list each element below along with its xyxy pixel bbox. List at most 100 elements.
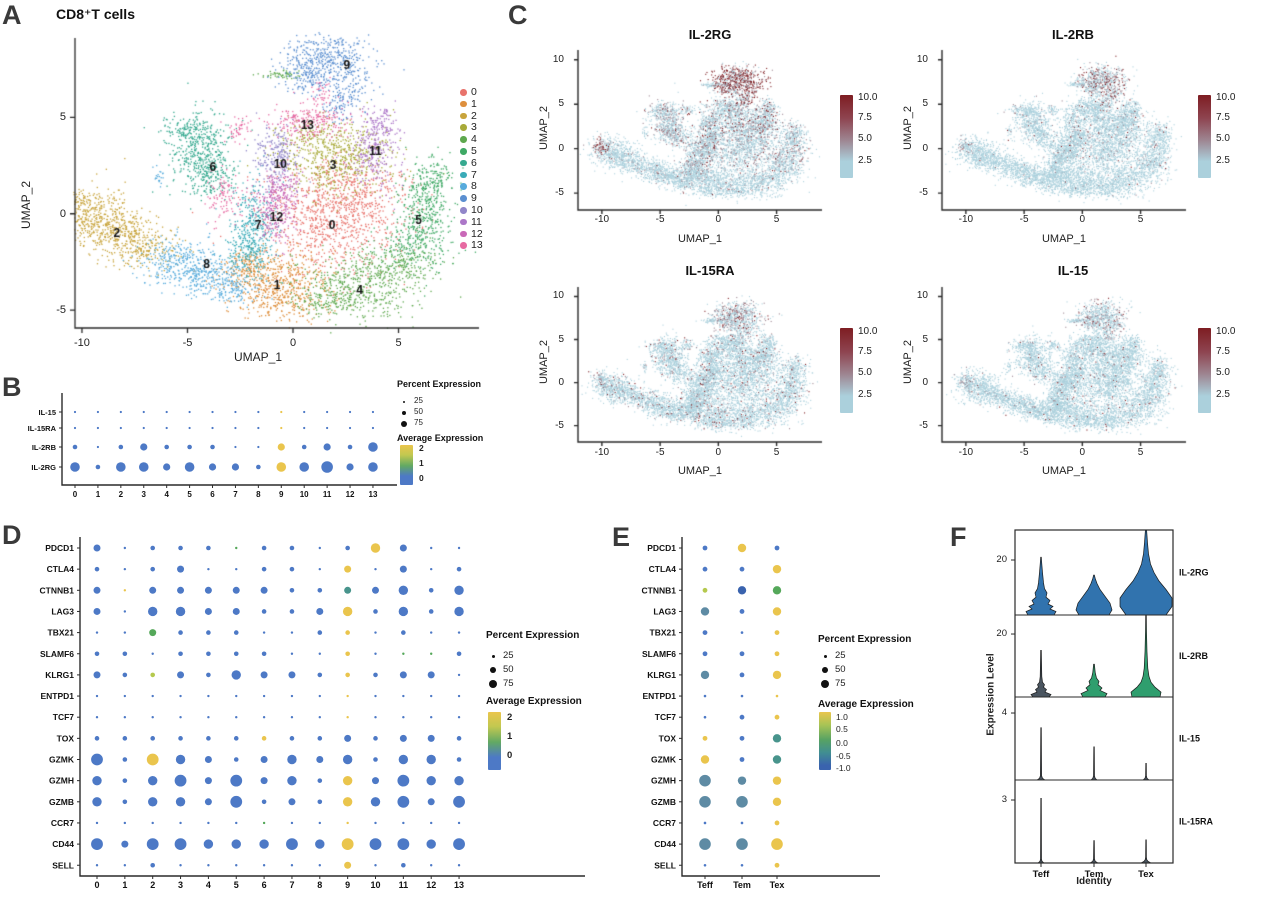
svg-text:3: 3 [142, 490, 147, 499]
svg-text:4: 4 [206, 880, 211, 890]
svg-text:GZMB: GZMB [651, 797, 676, 807]
svg-text:IL-15: IL-15 [1179, 734, 1200, 744]
svg-text:SELL: SELL [52, 860, 74, 870]
violin-y-tick: 4 [1001, 707, 1007, 719]
feature-colorbar-tick: 5.0 [858, 367, 872, 379]
svg-text:11: 11 [399, 880, 409, 890]
cluster-legend-label: 6 [471, 156, 477, 169]
cluster-legend-swatch [460, 112, 467, 120]
percent-legend-value: 25 [414, 396, 423, 405]
feature-xlabel: UMAP_1 [677, 233, 723, 245]
percent-legend-value: 75 [503, 678, 514, 689]
svg-text:0: 0 [73, 490, 78, 499]
violin-y-tick: 20 [996, 628, 1007, 640]
percent-legend-dot [402, 400, 406, 404]
feature-colorbar-tick: 5.0 [1216, 133, 1230, 145]
feature-canvas-IL-15RA [570, 283, 830, 448]
avg-colorbar-e-tick: 0.5 [836, 724, 848, 735]
feature-colorbar-tick: 2.5 [858, 154, 872, 166]
feature-x-tick: 0 [1079, 447, 1086, 458]
svg-text:12: 12 [426, 880, 436, 890]
feature-y-tick: 10 [916, 53, 928, 65]
avg-colorbar-d-tick: 2 [507, 711, 513, 723]
legend-d-percent-title: Percent Expression [486, 630, 580, 641]
svg-text:LAG3: LAG3 [653, 606, 676, 616]
avg-colorbar-d-tick: 1 [507, 730, 513, 742]
feature-x-tick: -10 [958, 214, 974, 225]
feature-colorbar-tick: 10.0 [1216, 92, 1236, 104]
svg-text:GZMK: GZMK [49, 755, 75, 765]
panel-label-c: C [508, 0, 528, 30]
percent-legend-dot [491, 654, 495, 658]
feature-x-tick: 0 [715, 447, 722, 458]
violin-xlabel: Identity [1076, 876, 1112, 887]
cluster-legend-label: 11 [471, 215, 482, 228]
avg-colorbar-e [819, 712, 831, 770]
svg-text:Tex: Tex [770, 880, 785, 890]
legend-b-percent-title: Percent Expression [397, 379, 482, 389]
cluster-legend-swatch [460, 183, 467, 190]
feature-x-tick: -5 [655, 214, 665, 225]
svg-text:9: 9 [279, 490, 284, 499]
feature-colorbar [1198, 95, 1211, 178]
svg-text:13: 13 [454, 880, 464, 890]
feature-x-tick: 0 [715, 214, 722, 225]
avg-colorbar-b [400, 445, 413, 485]
svg-text:ENTPD1: ENTPD1 [642, 691, 676, 701]
svg-text:3: 3 [178, 880, 183, 890]
feature-x-tick: 0 [1079, 214, 1086, 225]
svg-text:GZMH: GZMH [49, 776, 74, 786]
svg-text:8: 8 [317, 880, 322, 890]
percent-legend-dot [490, 667, 496, 673]
avg-colorbar-d [488, 712, 501, 770]
feature-y-tick: 0 [922, 142, 928, 154]
percent-legend-dot [400, 420, 408, 428]
svg-text:SLAMF6: SLAMF6 [642, 649, 676, 659]
violin-y-tick: 20 [996, 554, 1007, 565]
cluster-legend-label: 10 [471, 204, 483, 216]
umap-a-x-tick: -10 [74, 337, 90, 349]
svg-text:SELL: SELL [654, 860, 676, 870]
cluster-legend-swatch [460, 218, 467, 226]
cluster-legend-swatch [460, 171, 467, 179]
umap-a-y-tick: 5 [59, 111, 66, 124]
svg-text:CTLA4: CTLA4 [47, 564, 75, 574]
svg-text:TBX21: TBX21 [650, 628, 677, 638]
cluster-legend-label: 12 [471, 227, 483, 240]
legend-e-percent-title: Percent Expression [818, 634, 912, 645]
svg-text:2: 2 [119, 490, 124, 499]
percent-legend-dot [401, 410, 407, 416]
svg-text:IL-15RA: IL-15RA [1179, 817, 1214, 827]
feature-x-tick: 5 [1137, 447, 1144, 458]
percent-legend-dot [823, 654, 827, 658]
svg-text:CCR7: CCR7 [653, 818, 676, 828]
feature-colorbar-tick: 10.0 [1216, 325, 1236, 337]
svg-text:CTLA4: CTLA4 [649, 564, 677, 574]
feature-colorbar-tick: 5.0 [1216, 367, 1230, 379]
violin-IL-15-Tem [1090, 746, 1098, 781]
cluster-legend-label: 1 [471, 97, 477, 110]
umap-a-x-tick: 5 [395, 337, 402, 349]
feature-canvas-IL-2RG [570, 46, 830, 216]
feature-colorbar [1198, 328, 1211, 413]
cluster-legend-label: 0 [471, 86, 477, 98]
cluster-legend-swatch [460, 124, 467, 131]
cluster-legend-swatch [460, 242, 467, 249]
feature-x-tick: -5 [655, 447, 665, 458]
avg-colorbar-e-tick: -0.5 [836, 751, 851, 762]
avg-colorbar-b-tick: 1 [419, 458, 424, 468]
cluster-legend-label: 8 [471, 180, 477, 193]
cluster-legend-swatch [460, 159, 467, 167]
feature-colorbar [840, 95, 853, 178]
cluster-legend-swatch [460, 148, 467, 155]
svg-text:12: 12 [346, 490, 355, 499]
svg-text:ENTPD1: ENTPD1 [40, 691, 74, 701]
svg-text:PDCD1: PDCD1 [647, 543, 676, 553]
percent-legend-dot [488, 679, 498, 689]
svg-text:CCR7: CCR7 [51, 818, 74, 828]
svg-text:IL-15: IL-15 [38, 408, 56, 417]
cluster-legend-swatch [460, 89, 467, 96]
feature-x-tick: -10 [594, 214, 610, 225]
feature-y-tick: 5 [922, 98, 928, 110]
feature-x-tick: -10 [594, 447, 610, 458]
